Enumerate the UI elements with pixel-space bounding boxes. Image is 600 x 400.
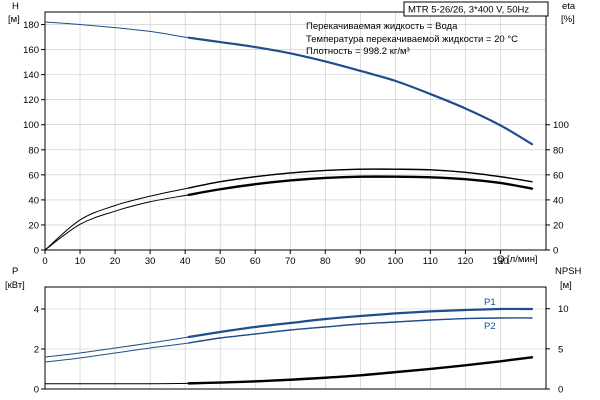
x-tick-label: 70 (285, 256, 296, 267)
y-left-tick-label: 40 (28, 195, 39, 206)
y-left-tick-label: 120 (23, 95, 39, 106)
x-tick-label: 130 (493, 256, 509, 267)
npsh-tick-label: 0 (558, 385, 563, 396)
x-tick-label: 60 (250, 256, 261, 267)
p1-curve-operating-range (187, 307, 534, 339)
y-left-tick-label: 100 (23, 120, 39, 131)
y-right-tick-label: 0 (553, 246, 558, 257)
lower-plot-frame (44, 286, 547, 390)
y-right-tick-label: 60 (553, 170, 564, 181)
p1-series-label: P1 (484, 297, 496, 308)
lower-tick-labels: 0 2 4 0 5 10 (34, 304, 569, 395)
y-left-label: H (12, 1, 19, 12)
upper-tick-labels: 0 10 20 30 40 50 60 70 80 90 100 110 120 130 0 20 40 60 80… (23, 20, 569, 267)
npsh-tick-label: 10 (558, 304, 569, 315)
lower-grid (44, 287, 546, 390)
y-left-tick-label: 140 (23, 70, 39, 81)
model-header-box (403, 1, 549, 17)
head-curve-operating-range (187, 36, 534, 146)
efficiency-curve-2-full (44, 176, 533, 251)
npsh-axis-unit: [м] (560, 280, 572, 291)
npsh-tick-label: 5 (558, 344, 563, 355)
x-tick-label: 20 (110, 256, 121, 267)
y-left-tick-label: 0 (34, 246, 39, 257)
x-tick-label: 40 (180, 256, 191, 267)
npsh-curve-operating-range (187, 356, 534, 385)
x-tick-label: 10 (75, 256, 86, 267)
x-tick-label: 30 (145, 256, 156, 267)
p2-curve-full (44, 317, 532, 363)
p-tick-label: 4 (34, 305, 39, 316)
x-tick-label: 110 (423, 256, 438, 267)
info-line-temperature: Температура перекачиваемой жидкости = 20… (306, 34, 518, 45)
p-tick-label: 2 (34, 345, 39, 356)
npsh-axis-label: NPSH (555, 266, 582, 277)
y-left-tick-label: 180 (23, 20, 39, 31)
lower-curves (44, 307, 534, 385)
x-tick-label: 80 (320, 256, 331, 267)
p-axis-label: P (12, 266, 18, 277)
info-line-density: Плотность = 998.2 кг/м³ (306, 46, 410, 57)
info-line-fluid: Перекачиваемая жидкость = Вода (306, 21, 458, 32)
y-left-tick-label: 160 (23, 45, 39, 56)
x-tick-label: 100 (387, 256, 403, 267)
y-right-tick-label: 80 (553, 145, 564, 156)
y-left-tick-label: 80 (28, 145, 39, 156)
upper-plot-frame (44, 11, 547, 251)
y-right-tick-label: 20 (553, 220, 564, 231)
p-axis-unit: [кВт] (5, 280, 25, 291)
y-right-tick-label: 100 (553, 120, 569, 131)
upper-curves (44, 21, 534, 251)
y-right-unit: [%] (561, 14, 575, 25)
p1-curve-full (44, 308, 532, 358)
p2-series-label: P2 (484, 321, 496, 332)
x-tick-label: 90 (355, 256, 366, 267)
y-left-unit: [м] (8, 14, 20, 25)
model-header-text: MTR 5-26/26, 3*400 V, 50Hz (408, 5, 529, 16)
upper-grid (44, 12, 546, 251)
x-tick-label: 0 (42, 256, 47, 267)
x-axis-label: Q [л/мин] (497, 254, 538, 265)
p2-curve-operating-range (187, 317, 533, 344)
efficiency-curve-2-operating-range (187, 175, 534, 197)
x-tick-label: 120 (457, 256, 473, 267)
y-left-tick-label: 20 (28, 220, 39, 231)
y-left-tick-label: 60 (28, 170, 39, 181)
p-tick-label: 0 (34, 385, 39, 396)
efficiency-curve-1-operating-range (187, 168, 533, 189)
y-right-label: eta (562, 1, 576, 12)
x-tick-label: 50 (215, 256, 226, 267)
y-right-tick-label: 40 (553, 195, 564, 206)
